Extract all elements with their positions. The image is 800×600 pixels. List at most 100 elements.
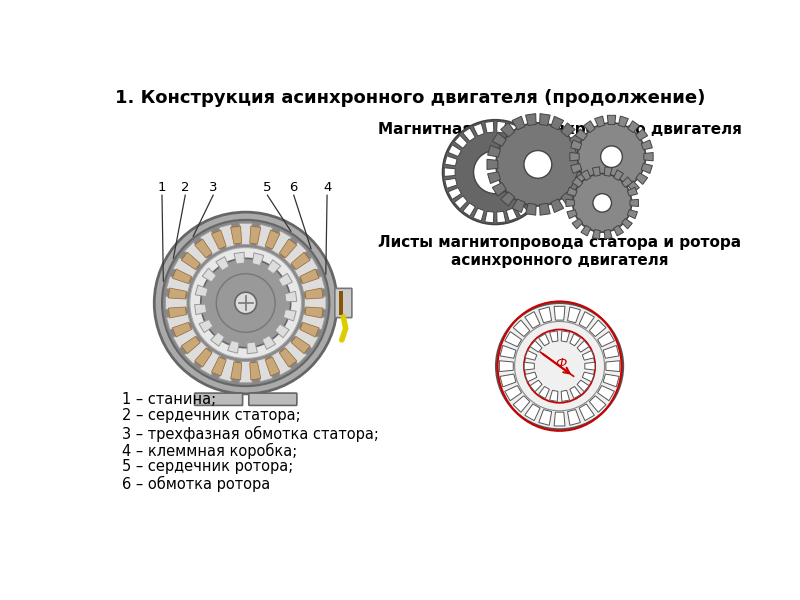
Polygon shape xyxy=(200,351,221,376)
Polygon shape xyxy=(614,226,623,236)
Polygon shape xyxy=(239,223,252,245)
Polygon shape xyxy=(534,156,546,166)
Polygon shape xyxy=(168,288,186,299)
FancyBboxPatch shape xyxy=(249,393,297,406)
Circle shape xyxy=(601,146,622,167)
Polygon shape xyxy=(606,361,620,371)
Polygon shape xyxy=(570,164,582,173)
Polygon shape xyxy=(594,187,605,197)
Polygon shape xyxy=(644,152,653,161)
Circle shape xyxy=(201,259,290,347)
Polygon shape xyxy=(590,320,606,337)
Polygon shape xyxy=(530,145,542,157)
FancyBboxPatch shape xyxy=(194,393,242,406)
Polygon shape xyxy=(618,187,628,197)
Polygon shape xyxy=(575,145,588,157)
Polygon shape xyxy=(194,304,206,314)
Polygon shape xyxy=(572,177,582,187)
Polygon shape xyxy=(271,351,291,376)
Polygon shape xyxy=(603,374,619,387)
Polygon shape xyxy=(291,337,310,354)
Polygon shape xyxy=(525,404,540,421)
Polygon shape xyxy=(592,167,600,176)
Text: 2 – сердечник статора;: 2 – сердечник статора; xyxy=(122,409,300,424)
Polygon shape xyxy=(291,252,310,269)
Polygon shape xyxy=(567,307,581,323)
Polygon shape xyxy=(525,350,537,360)
Polygon shape xyxy=(250,362,261,380)
FancyBboxPatch shape xyxy=(335,289,352,317)
Polygon shape xyxy=(524,362,534,370)
Circle shape xyxy=(190,248,302,358)
Polygon shape xyxy=(575,129,587,140)
Polygon shape xyxy=(216,257,229,271)
Polygon shape xyxy=(570,386,581,398)
Polygon shape xyxy=(618,116,628,127)
Text: 4: 4 xyxy=(323,181,331,194)
Polygon shape xyxy=(173,328,198,349)
Polygon shape xyxy=(218,224,235,248)
Polygon shape xyxy=(501,123,514,137)
Circle shape xyxy=(154,212,337,394)
Polygon shape xyxy=(294,328,318,349)
Text: 2: 2 xyxy=(181,181,190,194)
Polygon shape xyxy=(535,168,546,176)
Polygon shape xyxy=(604,230,612,239)
Text: 1 – станина;: 1 – станина; xyxy=(122,392,216,407)
Polygon shape xyxy=(590,396,606,412)
Polygon shape xyxy=(561,192,575,206)
Polygon shape xyxy=(530,188,542,199)
Polygon shape xyxy=(513,396,530,412)
Polygon shape xyxy=(539,113,550,125)
Polygon shape xyxy=(566,199,574,206)
Polygon shape xyxy=(604,167,612,176)
Polygon shape xyxy=(278,274,292,287)
Polygon shape xyxy=(578,160,589,169)
Polygon shape xyxy=(305,307,323,318)
Polygon shape xyxy=(607,189,616,198)
Text: 1: 1 xyxy=(158,181,166,194)
Polygon shape xyxy=(445,156,457,166)
Polygon shape xyxy=(585,362,595,370)
Polygon shape xyxy=(485,121,494,133)
Polygon shape xyxy=(497,211,506,223)
Polygon shape xyxy=(265,230,280,249)
Polygon shape xyxy=(561,123,575,137)
Polygon shape xyxy=(485,211,494,223)
Polygon shape xyxy=(525,311,540,328)
Text: Листы магнитопровода статора и ротора
асинхронного двигателя: Листы магнитопровода статора и ротора ас… xyxy=(378,235,741,268)
Polygon shape xyxy=(462,128,475,141)
Polygon shape xyxy=(506,123,518,136)
Polygon shape xyxy=(505,386,522,401)
Polygon shape xyxy=(444,168,455,176)
Polygon shape xyxy=(210,332,225,346)
Circle shape xyxy=(216,274,275,332)
Polygon shape xyxy=(218,358,235,382)
Polygon shape xyxy=(284,341,307,364)
Polygon shape xyxy=(575,173,587,184)
Text: 3 – трехфазная обмотка статора;: 3 – трехфазная обмотка статора; xyxy=(122,425,378,442)
Text: 3: 3 xyxy=(209,181,218,194)
Polygon shape xyxy=(530,380,542,392)
Polygon shape xyxy=(300,269,319,284)
Polygon shape xyxy=(230,362,242,380)
Bar xyxy=(339,292,343,314)
Polygon shape xyxy=(301,276,325,292)
Polygon shape xyxy=(194,239,212,258)
Polygon shape xyxy=(562,391,570,401)
Polygon shape xyxy=(499,361,514,371)
Polygon shape xyxy=(577,341,589,352)
Polygon shape xyxy=(598,386,614,401)
Polygon shape xyxy=(199,319,213,332)
Polygon shape xyxy=(584,121,595,133)
Polygon shape xyxy=(256,224,273,248)
Polygon shape xyxy=(454,196,467,209)
Polygon shape xyxy=(538,410,552,425)
Text: 5: 5 xyxy=(263,181,272,194)
Polygon shape xyxy=(581,170,590,181)
Polygon shape xyxy=(577,380,589,392)
Polygon shape xyxy=(636,173,648,184)
Polygon shape xyxy=(473,123,484,136)
Polygon shape xyxy=(492,133,506,146)
Polygon shape xyxy=(550,331,558,342)
